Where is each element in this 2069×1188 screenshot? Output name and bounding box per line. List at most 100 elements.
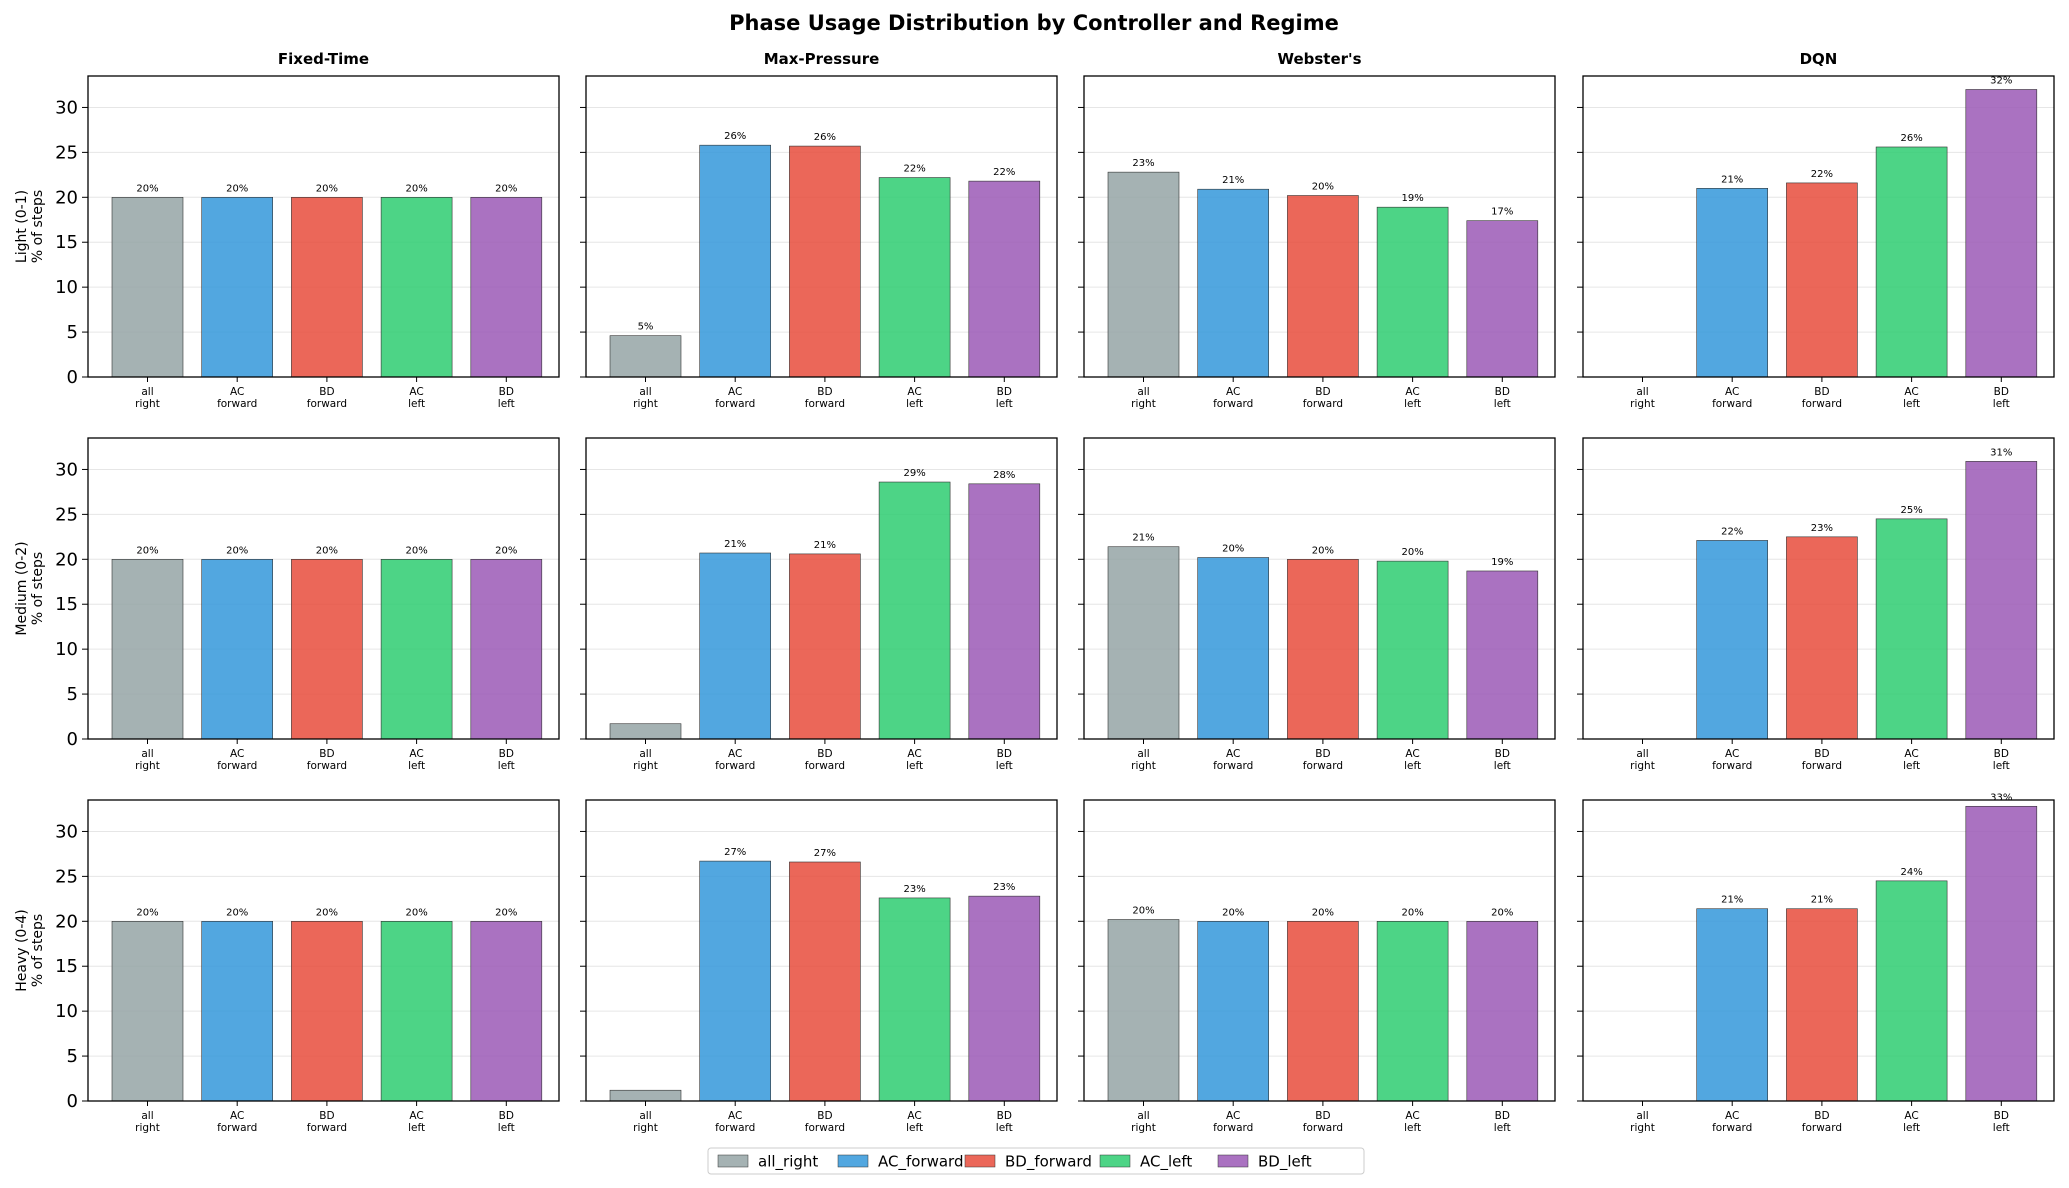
bar-label: 26%	[724, 131, 746, 142]
bar-all-right	[1107, 546, 1180, 740]
x-tick-label: all	[1137, 386, 1149, 398]
bar-label: 20%	[495, 183, 517, 194]
x-tick-label: forward	[1303, 760, 1343, 772]
x-tick-label: forward	[805, 398, 845, 410]
bar-bd-left	[1466, 220, 1539, 378]
y-tick-label: 30	[55, 821, 78, 842]
bar-label: 20%	[316, 183, 338, 194]
bar-label: 23%	[993, 882, 1015, 893]
bar-ac-left	[1376, 560, 1449, 740]
x-tick-label: AC	[1725, 386, 1739, 398]
bar-label: 20%	[1401, 547, 1423, 558]
x-tick-label: forward	[307, 760, 347, 772]
bar-ac-forward	[1696, 188, 1768, 378]
x-tick-label: BD	[817, 386, 832, 398]
bar-label: 17%	[1491, 207, 1513, 218]
bar-bd-left	[1466, 920, 1539, 1102]
y-tick-label: 20	[55, 187, 78, 208]
x-tick-label: all	[1636, 386, 1648, 398]
bar-bd-forward	[1786, 908, 1858, 1102]
legend-swatch-bd-forward	[964, 1154, 996, 1168]
x-tick-label: BD	[1315, 748, 1330, 760]
bar-all-right	[1107, 171, 1180, 378]
x-tick-label: BD	[499, 386, 514, 398]
bar-bd-left	[1965, 805, 2038, 1102]
bar-bd-left	[968, 895, 1041, 1102]
bar-label: 19%	[1491, 557, 1513, 568]
bar-ac-forward	[201, 196, 273, 378]
x-tick-label: AC	[230, 1110, 244, 1122]
bar-bd-forward	[789, 861, 861, 1102]
axes-frame	[585, 75, 1058, 378]
bar-label: 27%	[724, 847, 746, 858]
legend-label-ac-left: AC_left	[1140, 1153, 1192, 1172]
y-tick-label: 10	[55, 1001, 78, 1022]
bar-ac-forward	[699, 552, 772, 740]
axes-frame	[1083, 799, 1556, 1102]
x-tick-label: BD	[499, 748, 514, 760]
bar-label: 20%	[226, 545, 248, 556]
row-label-regime: Medium (0-2)	[14, 541, 30, 635]
y-tick-label: 15	[55, 594, 78, 615]
x-tick-label: left	[408, 760, 425, 772]
x-tick-label: right	[633, 1122, 658, 1134]
x-tick-label: AC	[1725, 1110, 1739, 1122]
x-tick-label: right	[1630, 760, 1655, 772]
x-tick-label: forward	[1802, 1122, 1842, 1134]
bar-label: 20%	[405, 183, 427, 194]
y-tick-label: 10	[55, 277, 78, 298]
x-tick-label: forward	[715, 760, 755, 772]
bar-ac-forward	[1696, 908, 1768, 1102]
x-tick-label: AC	[1226, 386, 1240, 398]
x-tick-label: AC	[230, 748, 244, 760]
x-tick-label: right	[1131, 398, 1156, 410]
x-tick-label: BD	[817, 1110, 832, 1122]
bar-ac-forward	[201, 920, 273, 1102]
x-tick-label: AC	[1405, 386, 1419, 398]
x-tick-label: all	[1137, 1110, 1149, 1122]
panel-light-0-1-max-pressure: 5%allright26%ACforward26%BDforward22%ACl…	[580, 75, 1058, 410]
panel-light-0-1-webster-s: 23%allright21%ACforward20%BDforward19%AC…	[1078, 75, 1556, 410]
bar-ac-left	[380, 558, 453, 740]
bar-ac-left	[1875, 880, 1948, 1102]
x-tick-label: left	[1404, 1122, 1421, 1134]
x-tick-label: left	[1993, 760, 2010, 772]
x-tick-label: forward	[307, 1122, 347, 1134]
bar-bd-left	[470, 196, 543, 378]
x-tick-label: all	[141, 748, 153, 760]
bar-ac-left	[878, 177, 951, 378]
bar-label: 20%	[1312, 545, 1334, 556]
x-tick-label: left	[1494, 1122, 1511, 1134]
axes-frame	[1582, 75, 2055, 378]
x-tick-label: all	[1636, 1110, 1648, 1122]
bar-ac-forward	[1696, 540, 1768, 740]
bar-all-right	[609, 723, 682, 740]
x-tick-label: forward	[715, 398, 755, 410]
bar-bd-forward	[291, 558, 363, 740]
bar-all-right	[111, 558, 184, 740]
x-tick-label: BD	[1495, 1110, 1510, 1122]
x-tick-label: AC	[1904, 1110, 1918, 1122]
bar-ac-left	[1875, 146, 1948, 378]
x-tick-label: left	[408, 398, 425, 410]
bar-label: 20%	[136, 545, 158, 556]
x-tick-label: AC	[1405, 748, 1419, 760]
x-tick-label: left	[498, 760, 515, 772]
x-tick-label: all	[639, 748, 651, 760]
bar-ac-forward	[1197, 557, 1269, 740]
bar-bd-left	[470, 558, 543, 740]
bar-label: 23%	[903, 884, 925, 895]
bar-label: 27%	[814, 848, 836, 859]
bar-ac-left	[1376, 206, 1449, 378]
x-tick-label: BD	[319, 1110, 334, 1122]
panel-medium-0-2-max-pressure: allright21%ACforward21%BDforward29%AClef…	[580, 437, 1058, 772]
bar-all-right	[609, 335, 682, 378]
x-tick-label: right	[1630, 1122, 1655, 1134]
x-tick-label: left	[906, 760, 923, 772]
x-tick-label: BD	[1814, 748, 1829, 760]
x-tick-label: AC	[1725, 748, 1739, 760]
x-tick-label: AC	[728, 1110, 742, 1122]
x-tick-label: BD	[499, 1110, 514, 1122]
bar-bd-left	[1965, 461, 2038, 740]
